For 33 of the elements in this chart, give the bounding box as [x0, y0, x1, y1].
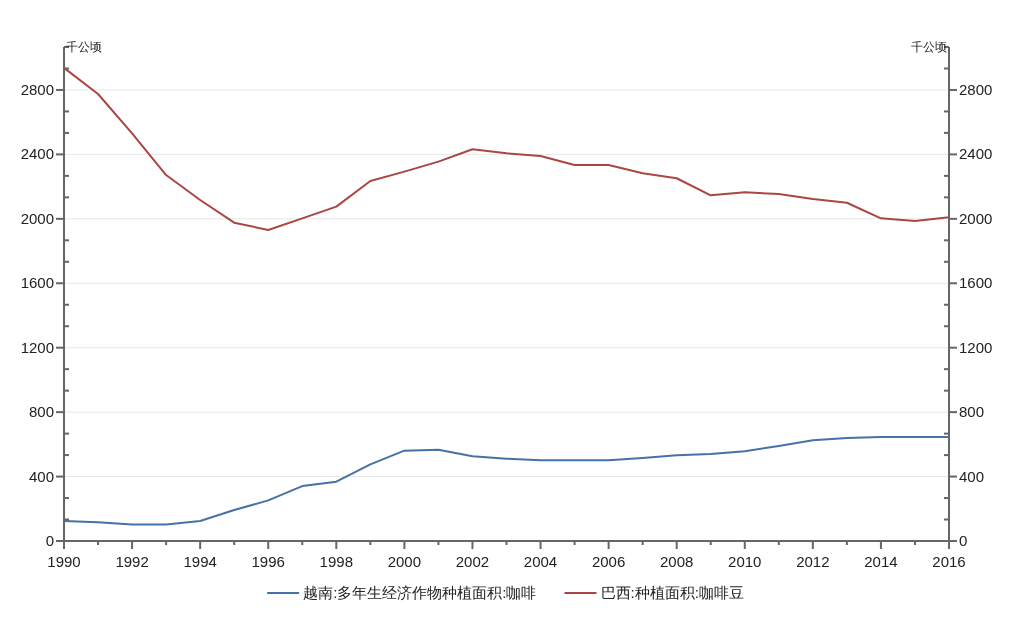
y2-tick-label: 800: [959, 403, 985, 421]
y-tick-label: 400: [28, 467, 54, 485]
x-tick-label: 1994: [183, 553, 217, 570]
x-tick-label: 2010: [728, 553, 762, 570]
y2-tick-label: 1200: [959, 338, 993, 356]
y-tick-label: 2400: [20, 145, 54, 163]
x-tick-label: 1998: [319, 553, 353, 570]
x-tick-label: 1990: [47, 553, 81, 570]
y2-tick-label: 2000: [959, 209, 993, 227]
x-tick-label: 2006: [591, 553, 626, 570]
y2-axis-title: 千公顷: [911, 40, 947, 54]
x-tick-label: 1992: [115, 553, 149, 570]
y2-tick-label: 400: [959, 467, 985, 485]
y2-tick-label: 0: [959, 532, 968, 549]
y-tick-label: 1200: [20, 338, 54, 356]
y-tick-label: 2800: [20, 80, 54, 98]
y-tick-label: 0: [45, 532, 54, 549]
y-tick-label: 2000: [20, 209, 54, 227]
y-tick-label: 1600: [20, 274, 54, 292]
legend-label: 巴西:种植面积:咖啡豆: [600, 584, 744, 601]
y-axis-title: 千公顷: [66, 40, 102, 54]
x-tick-label: 2000: [387, 553, 422, 570]
y-tick-label: 800: [28, 403, 54, 421]
x-tick-label: 2012: [796, 553, 830, 570]
y2-tick-label: 2400: [959, 145, 993, 163]
x-tick-label: 1996: [251, 553, 285, 570]
x-tick-label: 2004: [523, 553, 558, 570]
y2-tick-label: 2800: [959, 80, 993, 98]
x-tick-label: 2016: [932, 553, 966, 570]
y2-tick-label: 1600: [959, 274, 993, 292]
x-tick-label: 2008: [660, 553, 694, 570]
x-tick-label: 2014: [864, 553, 898, 570]
x-tick-label: 2002: [455, 553, 490, 570]
